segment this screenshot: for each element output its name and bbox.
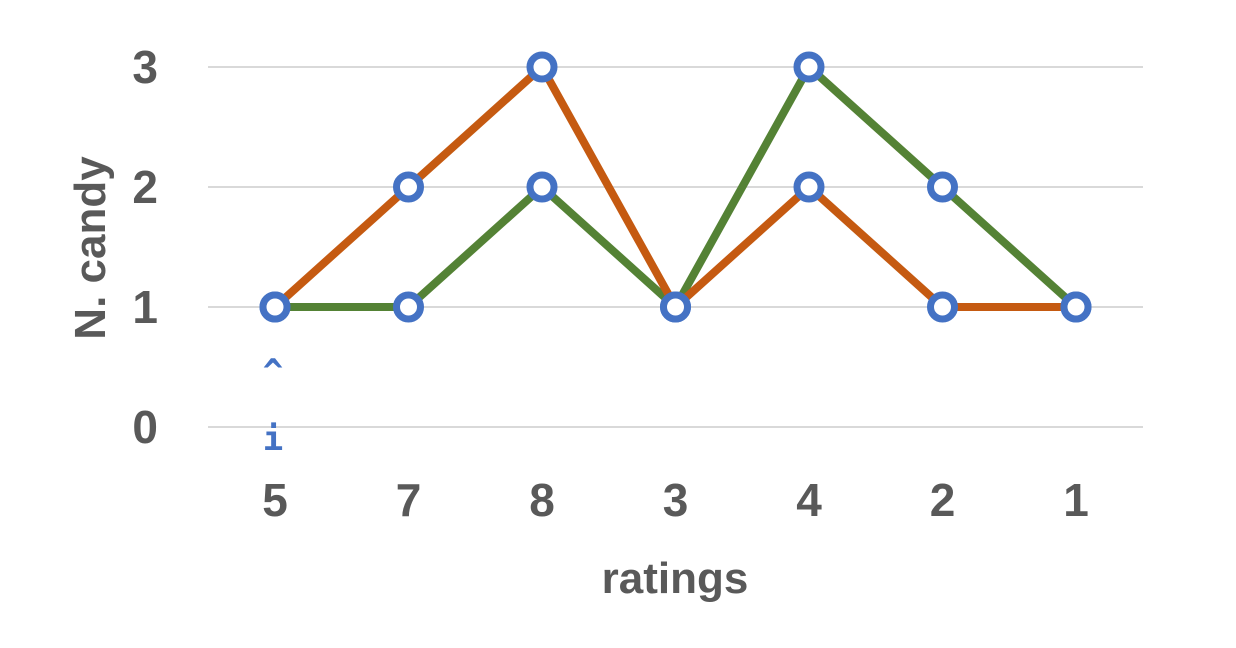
- data-points: [259, 51, 1092, 323]
- x-tick-label: 3: [663, 474, 689, 526]
- y-tick-label: 1: [132, 281, 158, 333]
- x-tick-label: 2: [930, 474, 956, 526]
- annotation-caret: ^: [263, 352, 283, 392]
- data-point: [793, 51, 825, 83]
- data-point: [1060, 291, 1092, 323]
- data-point: [927, 291, 958, 323]
- y-tick-label: 0: [132, 401, 158, 453]
- data-point: [393, 291, 424, 323]
- data-point: [393, 171, 424, 203]
- y-tick-label: 3: [132, 41, 158, 93]
- x-tick-label: 1: [1063, 474, 1089, 526]
- data-point: [793, 171, 825, 203]
- gridlines: [208, 66, 1143, 428]
- x-tick-label: 8: [529, 474, 555, 526]
- data-point: [526, 51, 558, 83]
- annotation-letter: i: [263, 419, 283, 459]
- y-tick-label: 2: [132, 161, 158, 213]
- data-point: [927, 171, 958, 203]
- x-tick-label: 4: [796, 474, 822, 526]
- x-tick-label: 5: [262, 474, 288, 526]
- x-tick-label: 7: [396, 474, 422, 526]
- y-axis-title: N. candy: [66, 156, 115, 340]
- data-point: [526, 171, 558, 203]
- data-point: [660, 291, 691, 323]
- y-tick-labels: 0 1 2 3: [132, 41, 158, 453]
- x-tick-labels: 5 7 8 3 4 2 1: [262, 474, 1089, 526]
- x-axis-title: ratings: [602, 554, 749, 603]
- data-point: [259, 291, 291, 323]
